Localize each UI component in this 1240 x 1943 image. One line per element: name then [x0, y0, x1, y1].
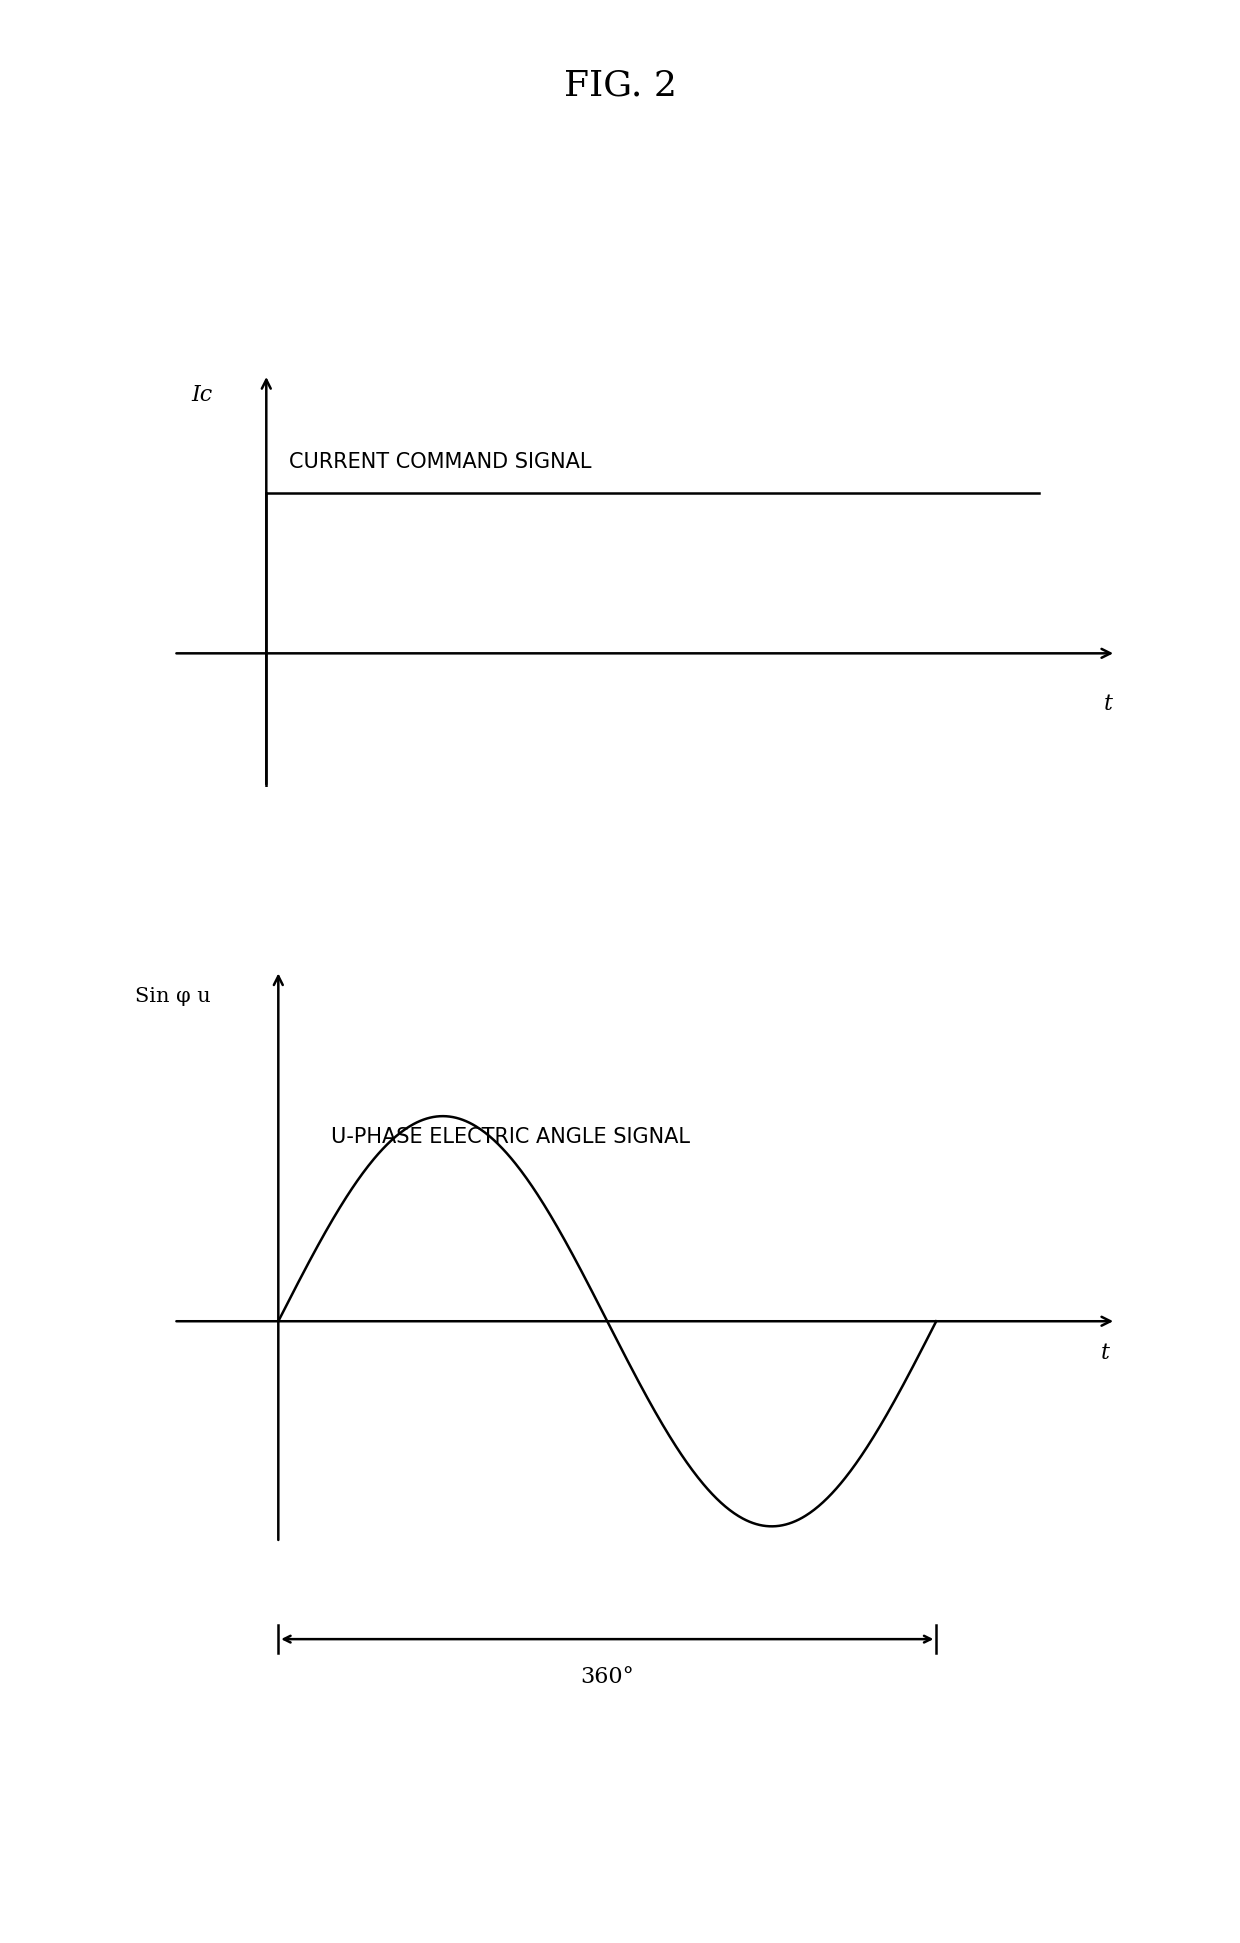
Text: CURRENT COMMAND SIGNAL: CURRENT COMMAND SIGNAL	[289, 451, 591, 472]
Text: t: t	[1104, 694, 1112, 715]
Text: U-PHASE ELECTRIC ANGLE SIGNAL: U-PHASE ELECTRIC ANGLE SIGNAL	[331, 1127, 689, 1146]
Text: FIG. 2: FIG. 2	[563, 68, 677, 101]
Text: Ic: Ic	[191, 383, 212, 406]
Text: 360°: 360°	[580, 1665, 634, 1688]
Text: t: t	[1101, 1343, 1110, 1364]
Text: Sin φ u: Sin φ u	[135, 987, 211, 1006]
